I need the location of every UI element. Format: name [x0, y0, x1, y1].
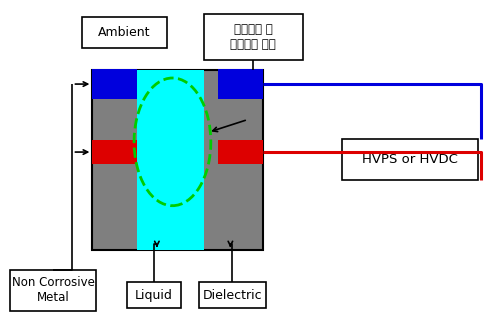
- Bar: [218, 69, 263, 99]
- Bar: [127, 282, 181, 308]
- Text: Dielectric: Dielectric: [202, 289, 262, 302]
- Bar: [92, 70, 263, 251]
- Bar: [342, 139, 477, 180]
- Bar: [10, 270, 96, 311]
- Text: HVPS or HVDC: HVPS or HVDC: [362, 153, 457, 166]
- Text: 저항파괴 및
플라즈마 발생: 저항파괴 및 플라즈마 발생: [230, 23, 276, 51]
- Text: Ambient: Ambient: [98, 26, 150, 39]
- Bar: [82, 17, 166, 48]
- Bar: [203, 14, 302, 61]
- Bar: [92, 140, 137, 164]
- Text: Non Corrosive
Metal: Non Corrosive Metal: [12, 276, 94, 304]
- Bar: [218, 140, 263, 164]
- Bar: [198, 282, 265, 308]
- Text: Liquid: Liquid: [135, 289, 173, 302]
- Bar: [92, 69, 137, 99]
- Bar: [137, 70, 203, 251]
